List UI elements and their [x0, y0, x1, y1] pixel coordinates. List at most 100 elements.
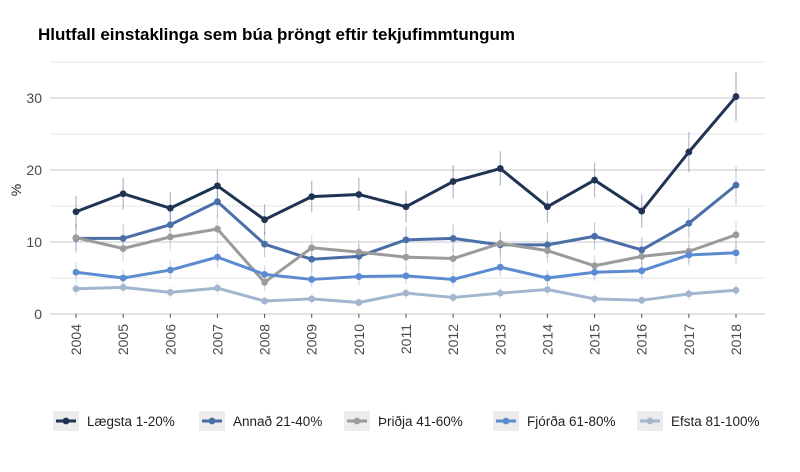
data-point — [355, 248, 363, 256]
legend-item: Fjórða 61-80% — [493, 411, 616, 431]
legend: Lægsta 1-20% Annað 21-40% Þriðja 41-60% Fjó… — [53, 411, 760, 431]
x-tick-label: 2012 — [445, 324, 461, 355]
x-tick-label: 2008 — [257, 324, 273, 355]
data-point — [544, 241, 551, 249]
legend-label: Þriðja 41-60% — [378, 414, 463, 429]
x-tick-label: 2005 — [115, 324, 131, 355]
x-tick-label: 2018 — [728, 324, 744, 355]
data-point — [261, 278, 268, 286]
data-point — [732, 93, 740, 100]
data-point — [496, 289, 504, 297]
series-lines — [72, 93, 740, 306]
legend-item: Annað 21-40% — [199, 411, 322, 431]
data-point — [591, 268, 598, 276]
x-tick-label: 2013 — [492, 324, 508, 355]
data-point — [166, 266, 174, 274]
data-point — [402, 272, 410, 280]
data-point — [638, 246, 646, 254]
data-point — [166, 221, 174, 229]
data-point — [638, 267, 646, 275]
series-anna-21-40- — [72, 181, 740, 263]
data-point — [496, 263, 504, 271]
data-point — [685, 148, 693, 156]
data-point — [355, 273, 363, 280]
legend-key-point — [208, 417, 216, 425]
data-point — [261, 271, 268, 278]
data-point — [638, 253, 646, 260]
data-point — [732, 231, 740, 239]
data-point — [449, 178, 457, 185]
data-point — [732, 249, 740, 257]
y-tick-label: 30 — [26, 90, 42, 106]
data-point — [214, 225, 221, 233]
legend-item: Lægsta 1-20% — [53, 411, 175, 431]
x-axis: 2004 2005 2006 2007 2008 2009 2010 2011 2012 2013… — [68, 314, 744, 355]
data-point — [72, 208, 80, 216]
data-point — [355, 191, 363, 198]
x-tick-label: 2011 — [398, 324, 414, 354]
legend-label: Lægsta 1-20% — [87, 414, 175, 429]
y-tick-label: 0 — [34, 306, 42, 322]
data-point — [119, 274, 127, 282]
legend-key-point — [62, 417, 70, 425]
series-l-gsta-1-20- — [72, 93, 740, 224]
legend-item: Þriðja 41-60% — [344, 411, 463, 431]
y-axis-label: % — [8, 184, 24, 196]
data-point — [308, 276, 316, 283]
data-point — [119, 190, 127, 198]
data-point — [166, 233, 174, 241]
data-point — [449, 276, 457, 283]
data-point — [166, 204, 174, 212]
x-tick-label: 2006 — [162, 324, 178, 355]
data-point — [591, 176, 598, 184]
data-point — [402, 236, 410, 244]
data-point — [544, 247, 551, 255]
x-tick-label: 2017 — [681, 324, 697, 355]
legend-label: Fjórða 61-80% — [527, 414, 616, 429]
x-tick-label: 2014 — [539, 324, 555, 355]
data-point — [732, 181, 740, 189]
data-point — [544, 286, 551, 293]
legend-item: Efsta 81-100% — [637, 411, 760, 431]
data-point — [449, 235, 457, 242]
data-point — [638, 296, 646, 304]
data-point — [72, 268, 80, 276]
y-tick-label: 10 — [26, 234, 42, 250]
data-point — [591, 295, 598, 303]
data-point — [402, 289, 410, 297]
x-tick-label: 2016 — [634, 324, 650, 355]
data-point — [214, 182, 221, 190]
data-point — [308, 244, 316, 252]
data-point — [261, 297, 268, 305]
x-tick-label: 2015 — [587, 324, 603, 355]
series-fj-r-a-61-80- — [72, 249, 740, 283]
data-point — [261, 240, 268, 248]
data-point — [214, 284, 221, 292]
data-point — [308, 193, 316, 201]
series--ri-ja-41-60- — [72, 225, 740, 286]
data-point — [591, 262, 598, 270]
legend-key-point — [353, 417, 361, 425]
data-point — [119, 235, 127, 242]
data-point — [591, 232, 598, 240]
data-point — [261, 216, 268, 224]
data-point — [449, 255, 457, 262]
data-point — [638, 207, 646, 215]
data-point — [685, 219, 693, 227]
x-tick-label: 2004 — [68, 324, 84, 355]
data-point — [214, 198, 221, 206]
data-point — [72, 285, 80, 293]
x-tick-label: 2007 — [209, 324, 225, 355]
data-point — [544, 274, 551, 282]
data-point — [214, 253, 221, 261]
data-point — [496, 240, 504, 247]
series-efsta-81-100- — [72, 283, 740, 306]
legend-label: Efsta 81-100% — [671, 414, 760, 429]
data-point — [355, 299, 363, 306]
data-point — [449, 294, 457, 301]
data-point — [732, 286, 740, 294]
y-axis: 0 10 20 30 — [26, 90, 42, 322]
chart-title: Hlutfall einstaklinga sem búa þröngt eft… — [38, 25, 515, 44]
data-point — [496, 165, 504, 172]
